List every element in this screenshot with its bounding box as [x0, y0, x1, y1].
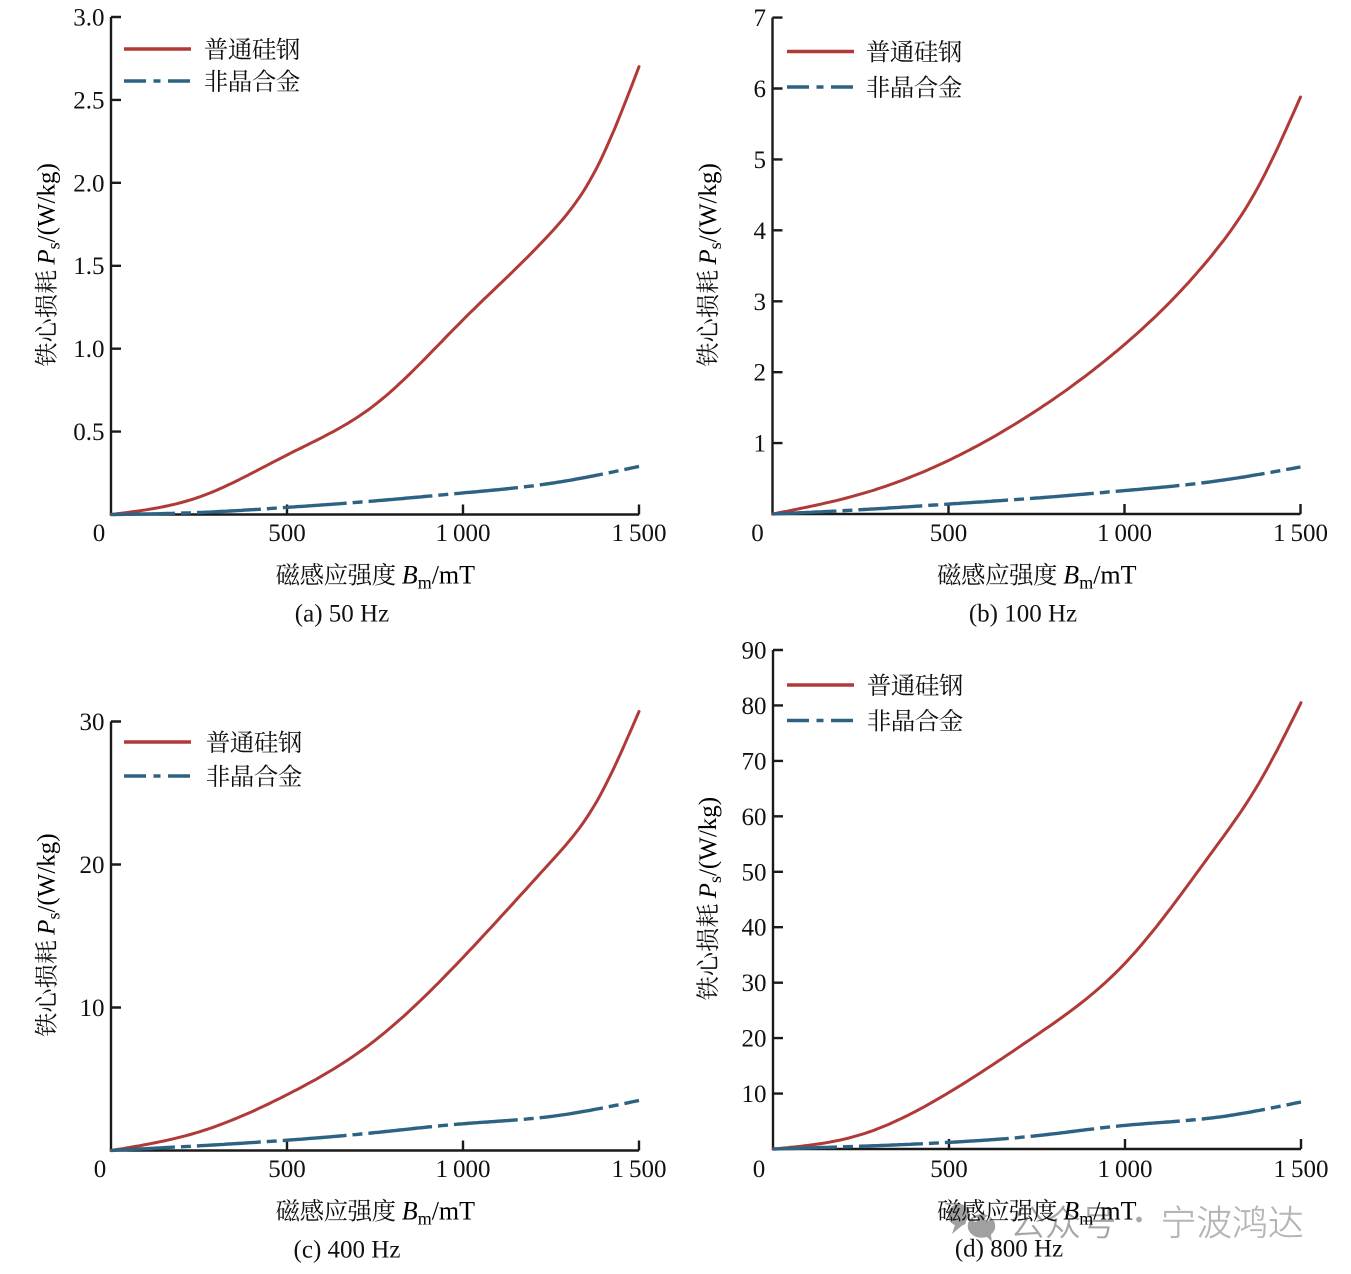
- svg-text:Bm/mT: Bm/mT: [1063, 561, 1136, 593]
- svg-text:Bm/mT: Bm/mT: [402, 1197, 475, 1229]
- svg-text:(b) 100 Hz: (b) 100 Hz: [969, 601, 1077, 628]
- svg-text:1: 1: [754, 431, 767, 458]
- svg-text:1 500: 1 500: [1273, 520, 1328, 547]
- svg-text:1 000: 1 000: [1097, 520, 1152, 547]
- svg-text:Ps/(W/kg): Ps/(W/kg): [695, 797, 725, 899]
- svg-text:5: 5: [754, 147, 767, 174]
- svg-text:4: 4: [754, 218, 767, 245]
- svg-text:7: 7: [754, 5, 767, 32]
- svg-text:2: 2: [754, 360, 767, 387]
- svg-text:1 000: 1 000: [435, 520, 490, 547]
- svg-text:90: 90: [742, 638, 767, 665]
- svg-text:0.5: 0.5: [73, 419, 104, 446]
- svg-text:20: 20: [742, 1026, 767, 1053]
- svg-text:30: 30: [742, 970, 767, 997]
- svg-text:30: 30: [80, 709, 105, 736]
- svg-text:Ps/(W/kg): Ps/(W/kg): [695, 163, 725, 265]
- svg-text:Ps/(W/kg): Ps/(W/kg): [34, 163, 64, 265]
- svg-text:(d) 800 Hz: (d) 800 Hz: [955, 1236, 1063, 1263]
- svg-text:500: 500: [268, 1156, 306, 1183]
- svg-text:70: 70: [742, 748, 767, 775]
- svg-text:1 000: 1 000: [1097, 1156, 1152, 1183]
- svg-text:0: 0: [751, 520, 764, 547]
- svg-text:(c) 400 Hz: (c) 400 Hz: [294, 1237, 401, 1264]
- svg-text:500: 500: [930, 1156, 968, 1183]
- svg-text:20: 20: [80, 852, 105, 879]
- svg-text:500: 500: [930, 520, 968, 547]
- svg-text:1.5: 1.5: [73, 253, 104, 280]
- svg-text:1 000: 1 000: [435, 1156, 490, 1183]
- svg-text:2.0: 2.0: [73, 170, 104, 197]
- svg-text:2.5: 2.5: [73, 87, 104, 114]
- svg-text:3.0: 3.0: [73, 5, 104, 32]
- svg-text:6: 6: [754, 76, 767, 103]
- svg-text:1 500: 1 500: [1273, 1156, 1328, 1183]
- svg-text:10: 10: [80, 995, 105, 1022]
- svg-text:(a) 50 Hz: (a) 50 Hz: [295, 601, 389, 628]
- svg-text:80: 80: [742, 693, 767, 720]
- svg-text:500: 500: [268, 520, 306, 547]
- svg-text:1 500: 1 500: [611, 520, 666, 547]
- svg-text:1.0: 1.0: [73, 336, 104, 363]
- svg-text:10: 10: [742, 1081, 767, 1108]
- svg-text:1 500: 1 500: [611, 1156, 666, 1183]
- svg-text:60: 60: [742, 804, 767, 831]
- svg-text:3: 3: [754, 289, 767, 316]
- svg-text:0: 0: [753, 1156, 766, 1183]
- svg-text:40: 40: [742, 915, 767, 942]
- svg-text:Bm/mT: Bm/mT: [402, 561, 475, 593]
- svg-text:0: 0: [93, 520, 106, 547]
- svg-text:Ps/(W/kg): Ps/(W/kg): [34, 833, 64, 935]
- svg-text:50: 50: [742, 859, 767, 886]
- svg-text:0: 0: [94, 1156, 107, 1183]
- svg-text:Bm/mT: Bm/mT: [1063, 1197, 1136, 1229]
